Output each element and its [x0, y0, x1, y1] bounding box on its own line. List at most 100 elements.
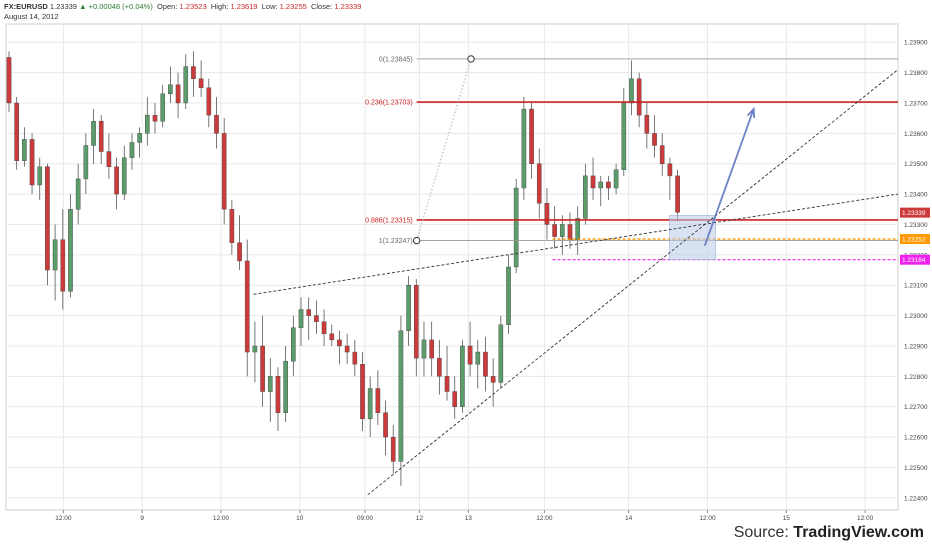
- candle-body: [460, 345, 465, 407]
- low-value: 1.23255: [279, 2, 307, 11]
- candle-body: [437, 357, 442, 377]
- y-tick-label: 1.23800: [904, 70, 928, 77]
- candle-body: [375, 388, 381, 413]
- open-label: Open:: [157, 2, 178, 11]
- price-tag-box: [900, 207, 930, 218]
- candle-body: [598, 181, 604, 189]
- high-value: 1.23619: [230, 2, 258, 11]
- y-tick-label: 1.22600: [904, 435, 928, 442]
- target-zone-box: [669, 215, 716, 261]
- candle-body: [498, 324, 504, 383]
- candle-body: [106, 151, 112, 167]
- price-tag-label: 1.23252: [902, 237, 926, 244]
- candle-body: [22, 139, 27, 161]
- candle-body: [321, 321, 327, 335]
- candle-body: [45, 166, 50, 271]
- candle-body: [198, 78, 204, 88]
- candles-group: [6, 51, 680, 486]
- price-tag-label: 1.23184: [902, 257, 926, 264]
- x-tick-label: 14: [625, 515, 633, 522]
- candle-body: [60, 239, 66, 292]
- candle-body: [237, 242, 242, 262]
- x-tick-label: 9: [140, 515, 144, 522]
- x-tick-label: 12:00: [55, 515, 72, 522]
- fib-level-label: 0.236(1.23703): [365, 100, 412, 107]
- candle-body: [329, 333, 335, 341]
- candle-body: [29, 139, 35, 186]
- upper-trendline: [253, 193, 899, 295]
- candle-body: [475, 351, 481, 365]
- close-value: 1.23339: [334, 2, 362, 11]
- candle-body: [467, 345, 473, 365]
- x-tick-label: 09:00: [357, 515, 374, 522]
- candle-body: [121, 157, 127, 195]
- candle-body: [252, 345, 258, 353]
- price-tag-box: [900, 254, 930, 265]
- candle-body: [590, 175, 596, 189]
- candle-body: [413, 285, 419, 359]
- candle-body: [429, 339, 434, 359]
- x-tick-label: 12: [416, 515, 424, 522]
- candle-body: [168, 84, 173, 95]
- y-tick-label: 1.23700: [904, 100, 928, 107]
- candle-body: [14, 102, 19, 161]
- source-prefix: Source:: [733, 524, 789, 541]
- candle-body: [552, 224, 557, 237]
- x-tick-label: 10: [296, 515, 304, 522]
- y-tick-label: 1.22400: [904, 495, 928, 502]
- candle-body: [37, 166, 43, 186]
- candle-body: [367, 388, 373, 420]
- candle-body: [390, 436, 396, 462]
- candle-body: [298, 309, 304, 328]
- candle-body: [521, 108, 527, 189]
- fib-level-label: 0.886(1.23315): [365, 217, 412, 224]
- projection-arrow-head: [746, 106, 756, 119]
- candle-body: [68, 209, 73, 292]
- candle-body: [490, 376, 496, 383]
- candle-body: [513, 187, 519, 268]
- y-tick-label: 1.22500: [904, 465, 928, 472]
- candle-body: [536, 163, 542, 204]
- candle-body: [83, 145, 89, 180]
- x-tick-label: 12:00: [699, 515, 716, 522]
- fib-anchor-top: [467, 55, 475, 63]
- candle-body: [652, 133, 657, 146]
- change-up-icon: ▲: [79, 2, 87, 11]
- x-tick-label: 15: [783, 515, 791, 522]
- candle-body: [183, 66, 189, 104]
- candle-body: [52, 239, 58, 271]
- high-label: High:: [210, 2, 229, 11]
- candle-body: [621, 102, 627, 170]
- candle-body: [75, 178, 81, 210]
- lower-trendline: [367, 69, 899, 496]
- symbol-label: FX:EURUSD: [4, 2, 48, 11]
- chart-date: August 14, 2012: [4, 12, 59, 21]
- candle-body: [567, 224, 573, 240]
- candle-body: [444, 376, 450, 392]
- candle-body: [6, 57, 12, 104]
- y-tick-label: 1.23100: [904, 283, 928, 290]
- candle-body: [221, 133, 227, 210]
- candle-body: [606, 181, 611, 189]
- candle-body: [344, 345, 350, 353]
- y-tick-label: 1.22900: [904, 343, 928, 350]
- fib-level-label: 0(1.23845): [379, 56, 413, 63]
- y-tick-label: 1.22800: [904, 374, 928, 381]
- candle-body: [360, 364, 365, 420]
- candle-body: [283, 360, 288, 414]
- candle-body: [260, 345, 265, 392]
- candle-body: [544, 203, 550, 225]
- close-label: Close:: [310, 2, 333, 11]
- candle-body: [483, 351, 488, 377]
- candle-body: [613, 169, 619, 189]
- candle-body: [275, 376, 281, 414]
- candle-body: [129, 142, 135, 158]
- candle-body: [306, 309, 312, 316]
- x-tick-label: 12:00: [857, 515, 874, 522]
- candle-body: [98, 120, 104, 152]
- source-credit: Source: TradingView.com: [734, 524, 924, 542]
- x-tick-label: 13: [465, 515, 473, 522]
- candle-body: [314, 315, 319, 322]
- candle-body: [529, 108, 534, 164]
